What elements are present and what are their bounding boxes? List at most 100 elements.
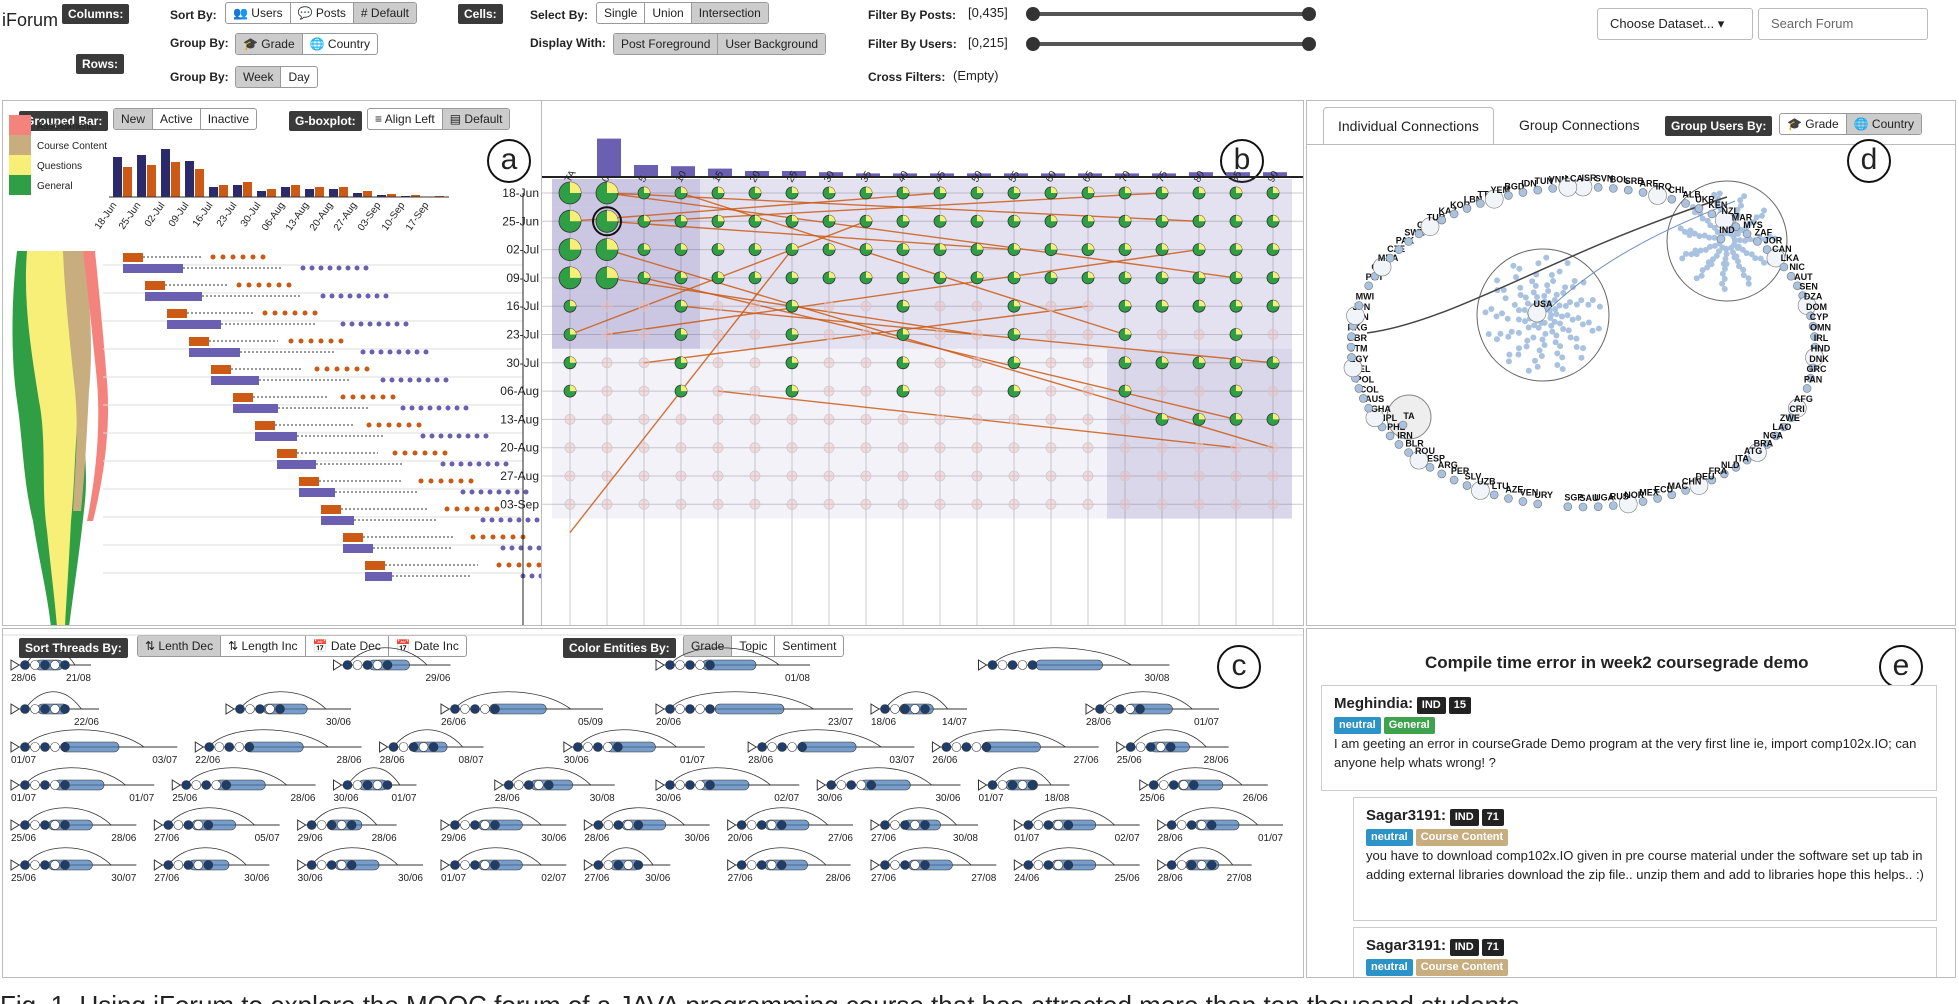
grouped-bar-active-button[interactable]: Active <box>153 109 201 129</box>
user-node <box>1734 258 1741 265</box>
row-group-day-button[interactable]: Day <box>288 70 310 84</box>
sort-posts-button[interactable]: 💬 Posts <box>291 3 354 23</box>
outlier-orange <box>246 282 252 288</box>
cell-glyph <box>675 413 687 425</box>
cell-glyph <box>786 470 798 482</box>
color-topic-button[interactable]: Topic <box>732 636 776 656</box>
color-entities-tag: Color Entities By: <box>563 638 676 658</box>
thread-start-date: 01/07 <box>441 873 466 884</box>
box-orange <box>211 365 231 374</box>
align-left-button[interactable]: ≡ Align Left <box>368 109 443 129</box>
post-2-user[interactable]: Sagar3191: <box>1366 807 1447 824</box>
filter-users-min-handle[interactable] <box>1026 37 1040 51</box>
sort-date-inc-button[interactable]: 📅 Date Inc <box>395 639 459 653</box>
panel-c-threads[interactable]: 28/06 21/08 29/06 01/08 30/08 22/06 30/06 26/06… <box>3 629 1304 978</box>
heat-cell <box>1033 320 1070 349</box>
post-3[interactable]: Sagar3191: IND 71 neutral Course Content <box>1353 927 1937 977</box>
sort-length-dec-button[interactable]: ⇅ Lenth Dec <box>138 636 222 656</box>
cell-glyph-slice <box>940 215 946 222</box>
heat-cell <box>700 490 737 519</box>
week-tick-label: 09-Jul <box>167 200 192 229</box>
outlier-purple <box>327 265 333 271</box>
post-node <box>910 860 920 870</box>
select-single-button[interactable]: Single <box>597 3 646 23</box>
select-union-button[interactable]: Union <box>645 3 692 23</box>
outlier-purple <box>398 377 404 383</box>
country-node <box>1762 440 1772 449</box>
thread-start-arrow <box>153 819 164 831</box>
box-purple <box>321 516 354 525</box>
outlier-purple <box>345 265 351 271</box>
post-node <box>533 780 544 790</box>
heat-cell <box>737 320 774 349</box>
country-label: DEU <box>1695 472 1714 482</box>
row-group-week-button[interactable]: Week <box>236 67 282 87</box>
cell-glyph <box>1267 470 1279 482</box>
filter-posts-min-handle[interactable] <box>1026 7 1040 21</box>
filter-posts-slider[interactable] <box>1026 7 1316 21</box>
country-label: DNK <box>1809 354 1829 364</box>
user-node <box>1488 306 1495 313</box>
reply-arc <box>884 847 972 866</box>
country-node <box>1667 194 1677 204</box>
grouped-bar-inactive-button[interactable]: Inactive <box>207 112 250 126</box>
display-user-background-button[interactable]: User Background <box>718 34 826 54</box>
group-users-grade-button[interactable]: 🎓 Grade <box>1780 114 1847 134</box>
country-label: MYS <box>1743 220 1763 230</box>
color-sentiment-button[interactable]: Sentiment <box>782 639 837 653</box>
tab-individual-connections[interactable]: Individual Connections <box>1323 107 1494 145</box>
bar-new <box>209 187 218 197</box>
post-node <box>746 820 757 830</box>
outlier-orange <box>506 562 512 568</box>
country-node <box>1714 210 1734 230</box>
cell-glyph-slice <box>1236 271 1242 278</box>
post-2[interactable]: Sagar3191: IND 71 neutral Course Content y… <box>1353 797 1937 921</box>
outlier-purple <box>416 377 422 383</box>
filter-users-max-handle[interactable] <box>1302 37 1316 51</box>
cell-glyph <box>564 470 576 482</box>
post-node <box>1043 820 1054 830</box>
filter-users-slider[interactable] <box>1026 37 1316 51</box>
sort-users-button[interactable]: 👥 Users <box>226 3 291 23</box>
post-1[interactable]: Meghindia: IND 15 neutral General I am gee… <box>1321 685 1937 791</box>
display-post-foreground-button[interactable]: Post Foreground <box>614 34 719 54</box>
country-node <box>1404 448 1413 457</box>
search-forum-input[interactable]: Search Forum <box>1758 8 1928 40</box>
user-node <box>1679 255 1686 262</box>
tab-group-connections[interactable]: Group Connections <box>1519 117 1640 133</box>
panel-a-chart[interactable]: Assessment Course Content Questions General… <box>3 101 542 626</box>
sort-date-dec-button[interactable]: 📅 Date Dec <box>306 636 389 656</box>
cell-glyph <box>897 470 909 482</box>
thread-start-date: 25/06 <box>1117 755 1142 766</box>
post-1-grade-badge: 15 <box>1448 697 1471 714</box>
thread-end-date: 27/08 <box>971 873 996 884</box>
cell-glyph <box>1156 385 1168 397</box>
default-button[interactable]: ▤ Default <box>442 109 510 129</box>
outlier-purple <box>423 349 429 355</box>
user-node <box>1735 243 1742 250</box>
panel-d-network[interactable]: ISRSVNBOLSRBAREIRQCHLALBUKRKENNZLMARMYSZ… <box>1307 101 1956 626</box>
country-label: VNM <box>1549 174 1569 184</box>
heat-cell <box>922 462 959 491</box>
heat-cell <box>996 462 1033 491</box>
heat-cell <box>1070 348 1107 378</box>
group-grade-button[interactable]: 🎓 Grade <box>236 34 303 54</box>
panel-b-matrix[interactable]: TA 0 5 10 15 20 25 30 35 40 45 50 55 60 65 70 75 80 85 90 <box>542 101 1304 626</box>
choose-dataset-dropdown[interactable]: Choose Dataset... ▾ <box>1597 8 1753 40</box>
select-intersection-button[interactable]: Intersection <box>691 3 768 23</box>
sort-default-button[interactable]: # Default <box>353 3 416 23</box>
reply-arc <box>24 847 112 866</box>
group-country-button[interactable]: 🌐 Country <box>309 37 370 51</box>
post-1-user[interactable]: Meghindia: <box>1334 695 1414 712</box>
grouped-bar-new-button[interactable]: New <box>114 109 154 129</box>
sort-length-inc-button[interactable]: ⇅ Length Inc <box>221 636 306 656</box>
filter-posts-max-handle[interactable] <box>1302 7 1316 21</box>
post-3-user[interactable]: Sagar3191: <box>1366 937 1447 954</box>
cell-glyph-slice <box>866 271 872 278</box>
cell-glyph-slice <box>1273 243 1279 250</box>
cell-glyph <box>860 385 872 397</box>
thread-end-date: 30/07 <box>111 873 136 884</box>
user-node <box>1761 207 1768 214</box>
group-users-country-button[interactable]: 🌐 Country <box>1846 114 1921 134</box>
user-node <box>1557 343 1564 350</box>
